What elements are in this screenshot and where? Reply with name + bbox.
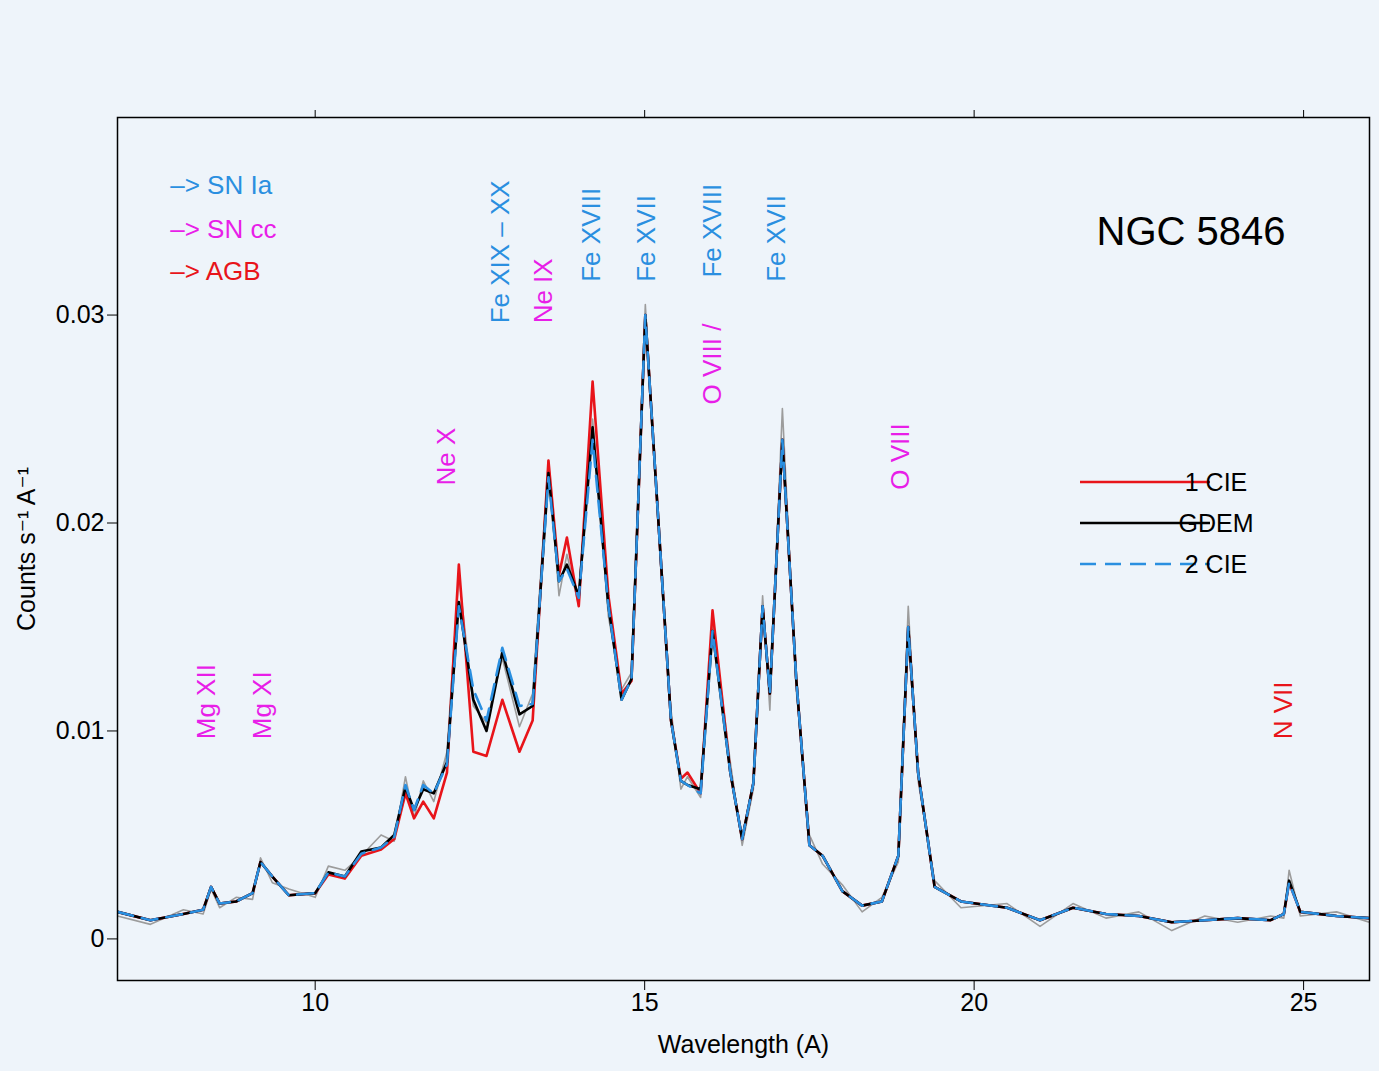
svg-text:0: 0 [91, 924, 105, 952]
svg-text:0.01: 0.01 [56, 716, 105, 744]
svg-text:20: 20 [960, 988, 988, 1016]
svg-text:Fe XVIII: Fe XVIII [697, 184, 727, 278]
svg-text:1 CIE: 1 CIE [1185, 468, 1248, 496]
svg-text:0.02: 0.02 [56, 508, 105, 536]
svg-text:O VIII /: O VIII / [697, 323, 727, 405]
svg-text:Mg XI: Mg XI [247, 671, 277, 739]
svg-text:O VIII: O VIII [885, 423, 915, 489]
svg-text:25: 25 [1290, 988, 1318, 1016]
svg-text:Fe XVIII: Fe XVIII [576, 188, 606, 282]
svg-text:–> SN cc: –> SN cc [170, 214, 276, 244]
svg-text:Fe XIX – XX: Fe XIX – XX [485, 180, 515, 323]
svg-text:Fe XVII: Fe XVII [631, 195, 661, 282]
svg-text:Ne X: Ne X [431, 428, 461, 486]
svg-text:–> AGB: –> AGB [170, 256, 260, 286]
svg-text:GDEM: GDEM [1179, 509, 1254, 537]
svg-text:Wavelength (A): Wavelength (A) [658, 1030, 829, 1058]
svg-text:–> SN Ia: –> SN Ia [170, 170, 272, 200]
svg-text:Ne IX: Ne IX [528, 258, 558, 323]
svg-text:0.03: 0.03 [56, 300, 105, 328]
svg-text:N VII: N VII [1268, 681, 1298, 739]
svg-text:Mg XII: Mg XII [191, 664, 221, 739]
svg-text:15: 15 [631, 988, 659, 1016]
svg-text:2 CIE: 2 CIE [1185, 550, 1248, 578]
svg-text:10: 10 [301, 988, 329, 1016]
svg-text:Fe XVII: Fe XVII [761, 195, 791, 282]
svg-text:NGC 5846: NGC 5846 [1097, 209, 1286, 253]
svg-text:Counts s⁻¹ A⁻¹: Counts s⁻¹ A⁻¹ [12, 467, 40, 631]
